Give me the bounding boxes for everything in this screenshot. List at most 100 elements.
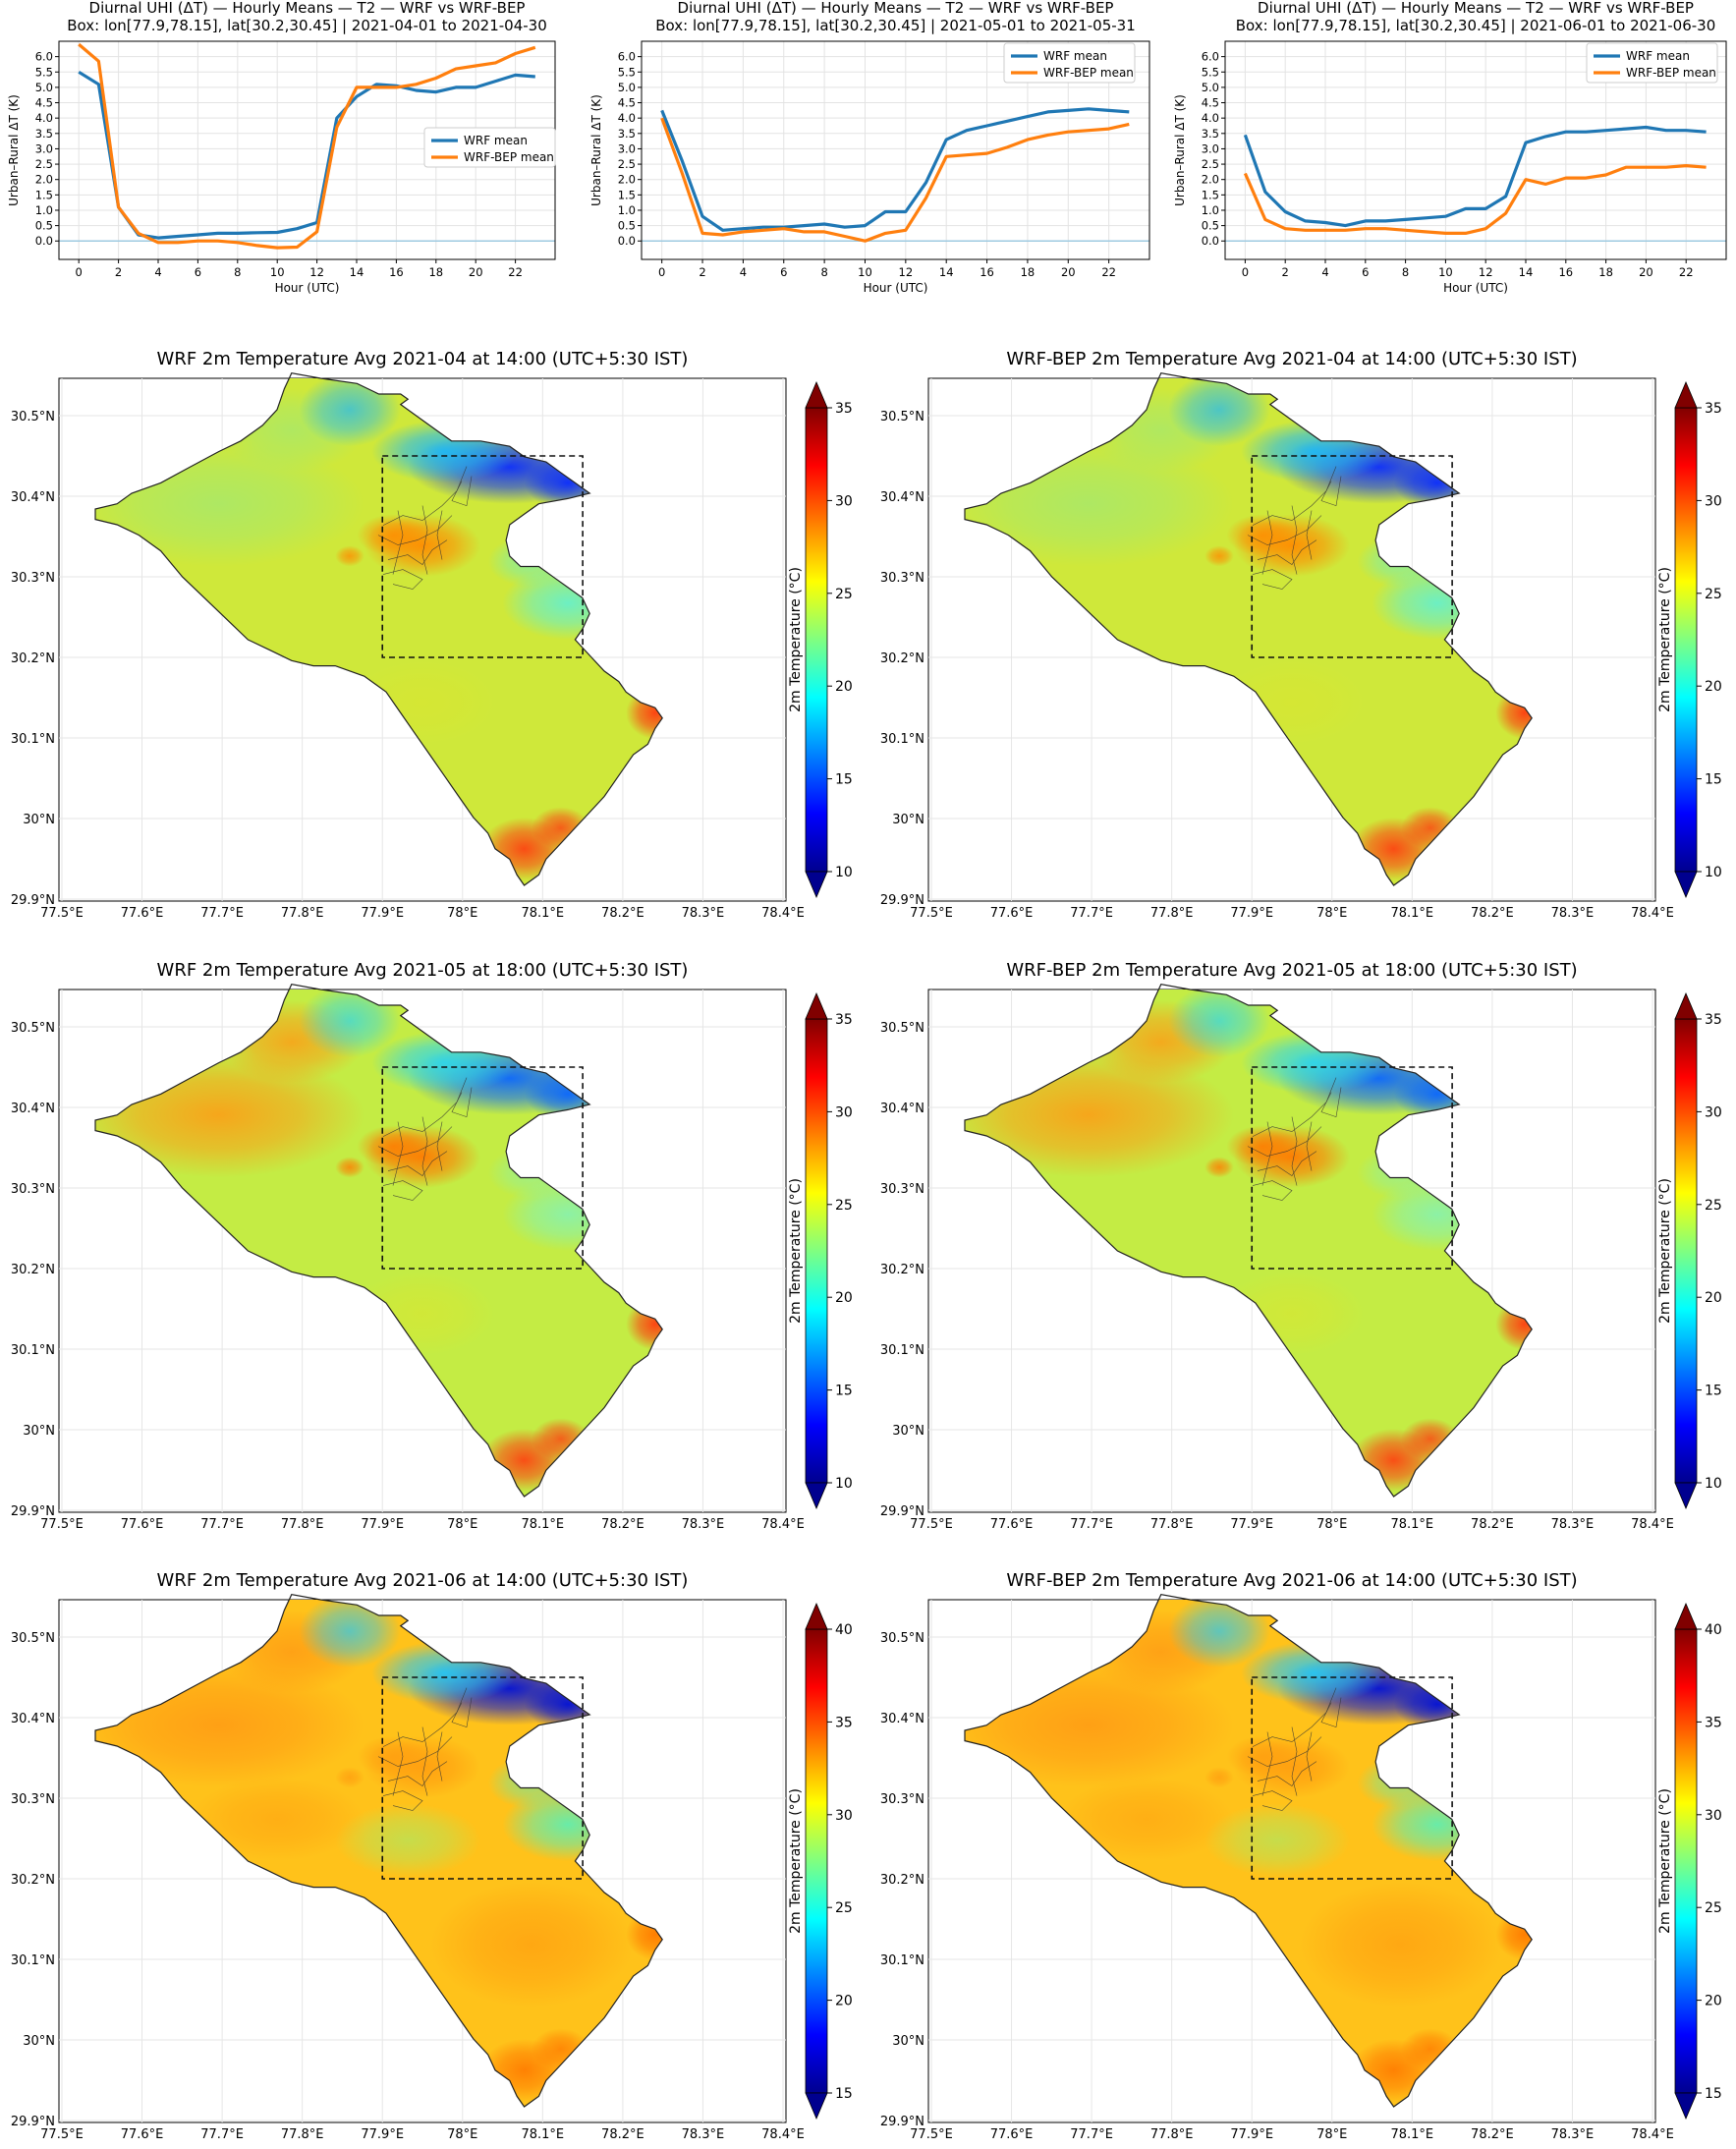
- colorbar-tick-label: 15: [835, 772, 853, 788]
- x-tick-label: 4: [740, 265, 747, 279]
- colorbar-extend-max: [805, 1602, 828, 1630]
- y-tick-label: 6.0: [35, 50, 53, 64]
- lon-tick-label: 78.3°E: [682, 906, 725, 921]
- lon-tick-label: 78.4°E: [1631, 2127, 1674, 2142]
- map-title: WRF 2m Temperature Avg 2021-05 at 18:00 …: [157, 960, 689, 981]
- x-tick-label: 22: [508, 265, 523, 279]
- ward-line: [1247, 1126, 1322, 1157]
- ward-line: [382, 1687, 468, 1747]
- lat-tick-label: 30.4°N: [880, 1712, 924, 1726]
- lon-tick-label: 77.8°E: [1150, 906, 1194, 921]
- ward-line: [1252, 466, 1337, 526]
- lon-tick-label: 77.6°E: [990, 906, 1034, 921]
- lon-tick-label: 78.3°E: [1551, 2127, 1595, 2142]
- ward-line: [1291, 1116, 1298, 1186]
- lat-tick-label: 29.9°N: [880, 893, 924, 908]
- colorbar-tick-label: 20: [1705, 1290, 1722, 1306]
- x-tick-label: 16: [980, 265, 994, 279]
- colorbar-label: 2m Temperature (°C): [1657, 1788, 1673, 1934]
- lat-tick-label: 30.1°N: [11, 1953, 55, 1968]
- colorbar-tick-label: 10: [1705, 865, 1722, 880]
- lat-tick-label: 30.1°N: [880, 732, 924, 747]
- ward-line: [1252, 1790, 1293, 1811]
- legend-entry: WRF-BEP mean: [1626, 66, 1716, 80]
- y-tick-label: 5.5: [35, 65, 53, 79]
- y-tick-label: 5.5: [618, 65, 636, 79]
- legend-entry: WRF mean: [464, 134, 528, 147]
- urban-west: [1226, 1735, 1300, 1778]
- lat-tick-label: 30.2°N: [11, 1873, 55, 1888]
- y-tick-label: 1.5: [35, 188, 53, 201]
- lon-tick-label: 78°E: [447, 1517, 477, 1532]
- y-tick-label: 0.5: [35, 219, 53, 233]
- ward-line: [1257, 539, 1317, 566]
- ward-line: [1252, 569, 1293, 590]
- colorbar-extend-min: [1674, 2092, 1698, 2121]
- ward-line: [1320, 1087, 1342, 1117]
- ward-boundaries: [1247, 466, 1342, 590]
- urban-west: [1226, 1125, 1300, 1167]
- map-panel-6: WRF-BEP 2m Temperature Avg 2021-06 at 14…: [880, 1570, 1722, 2142]
- colorbar-tick-label: 25: [835, 587, 853, 602]
- legend: WRF mean WRF-BEP mean: [1586, 42, 1718, 84]
- lat-tick-label: 30.4°N: [11, 1102, 55, 1116]
- colorbar-extend-max: [1674, 991, 1698, 1020]
- x-tick-label: 16: [1558, 265, 1573, 279]
- y-tick-label: 2.0: [35, 173, 53, 187]
- series-line-wrf-mean: [660, 107, 1130, 232]
- lon-tick-label: 77.6°E: [990, 2127, 1034, 2142]
- ward-line: [392, 1731, 404, 1796]
- colorbar-tick-label: 30: [835, 1104, 853, 1120]
- colorbar-tick-label: 20: [1705, 679, 1722, 695]
- ward-line: [1252, 1687, 1337, 1747]
- colorbar-tick-label: 35: [1705, 401, 1722, 417]
- study-box: [381, 1066, 584, 1270]
- y-tick-label: 3.5: [618, 127, 636, 141]
- plot-frame: [1224, 40, 1727, 260]
- lat-tick-label: 30.5°N: [11, 410, 55, 424]
- lat-tick-label: 30.1°N: [11, 1343, 55, 1358]
- lon-tick-label: 77.7°E: [1070, 2127, 1113, 2142]
- map-title: WRF-BEP 2m Temperature Avg 2021-04 at 14…: [1006, 349, 1577, 369]
- colorbar-label: 2m Temperature (°C): [1657, 1178, 1673, 1324]
- chart-title: Diurnal UHI (ΔT) — Hourly Means — T2 — W…: [678, 0, 1114, 17]
- lon-tick-label: 78.1°E: [521, 2127, 564, 2142]
- legend: WRF mean WRF-BEP mean: [1003, 42, 1136, 84]
- colorbar-tick-label: 10: [835, 1476, 853, 1492]
- x-tick-label: 12: [1479, 265, 1493, 279]
- ward-line: [1257, 1151, 1317, 1177]
- colorbar-tick-label: 25: [835, 1198, 853, 1214]
- x-tick-label: 22: [1679, 265, 1694, 279]
- lat-tick-label: 30.1°N: [880, 1343, 924, 1358]
- region-outline: [964, 1594, 1533, 2108]
- x-tick-label: 8: [820, 265, 827, 279]
- ward-line: [1247, 515, 1322, 545]
- ward-line: [436, 1731, 443, 1781]
- colorbar-tick-label: 15: [1705, 1384, 1722, 1399]
- ward-line: [421, 1116, 428, 1186]
- colorbar-tick-label: 15: [1705, 772, 1722, 788]
- ward-line: [421, 505, 428, 575]
- colorbar-extend-max: [805, 380, 828, 409]
- x-tick-label: 12: [309, 265, 324, 279]
- region-outline: [94, 372, 663, 886]
- y-tick-label: 4.5: [35, 96, 53, 110]
- ward-line: [1306, 1731, 1313, 1781]
- colorbar: [1674, 1628, 1698, 2094]
- lat-tick-label: 30°N: [892, 813, 924, 827]
- lon-tick-label: 77.7°E: [1070, 1517, 1113, 1532]
- x-tick-label: 10: [1438, 265, 1453, 279]
- lat-tick-label: 30°N: [23, 2034, 55, 2049]
- colorbar-tick-label: 35: [835, 1715, 853, 1730]
- x-tick-label: 2: [699, 265, 705, 279]
- x-tick-label: 0: [1242, 265, 1249, 279]
- lon-tick-label: 78.2°E: [601, 1517, 644, 1532]
- y-tick-label: 3.0: [618, 141, 636, 155]
- lat-tick-label: 30.2°N: [880, 1873, 924, 1888]
- y-tick-label: 5.0: [35, 81, 53, 94]
- lon-tick-label: 78.2°E: [1471, 2127, 1514, 2142]
- ward-line: [451, 1697, 473, 1727]
- lon-tick-label: 77.7°E: [200, 906, 244, 921]
- lat-tick-label: 30.2°N: [880, 1263, 924, 1277]
- lat-tick-label: 30.2°N: [11, 1263, 55, 1277]
